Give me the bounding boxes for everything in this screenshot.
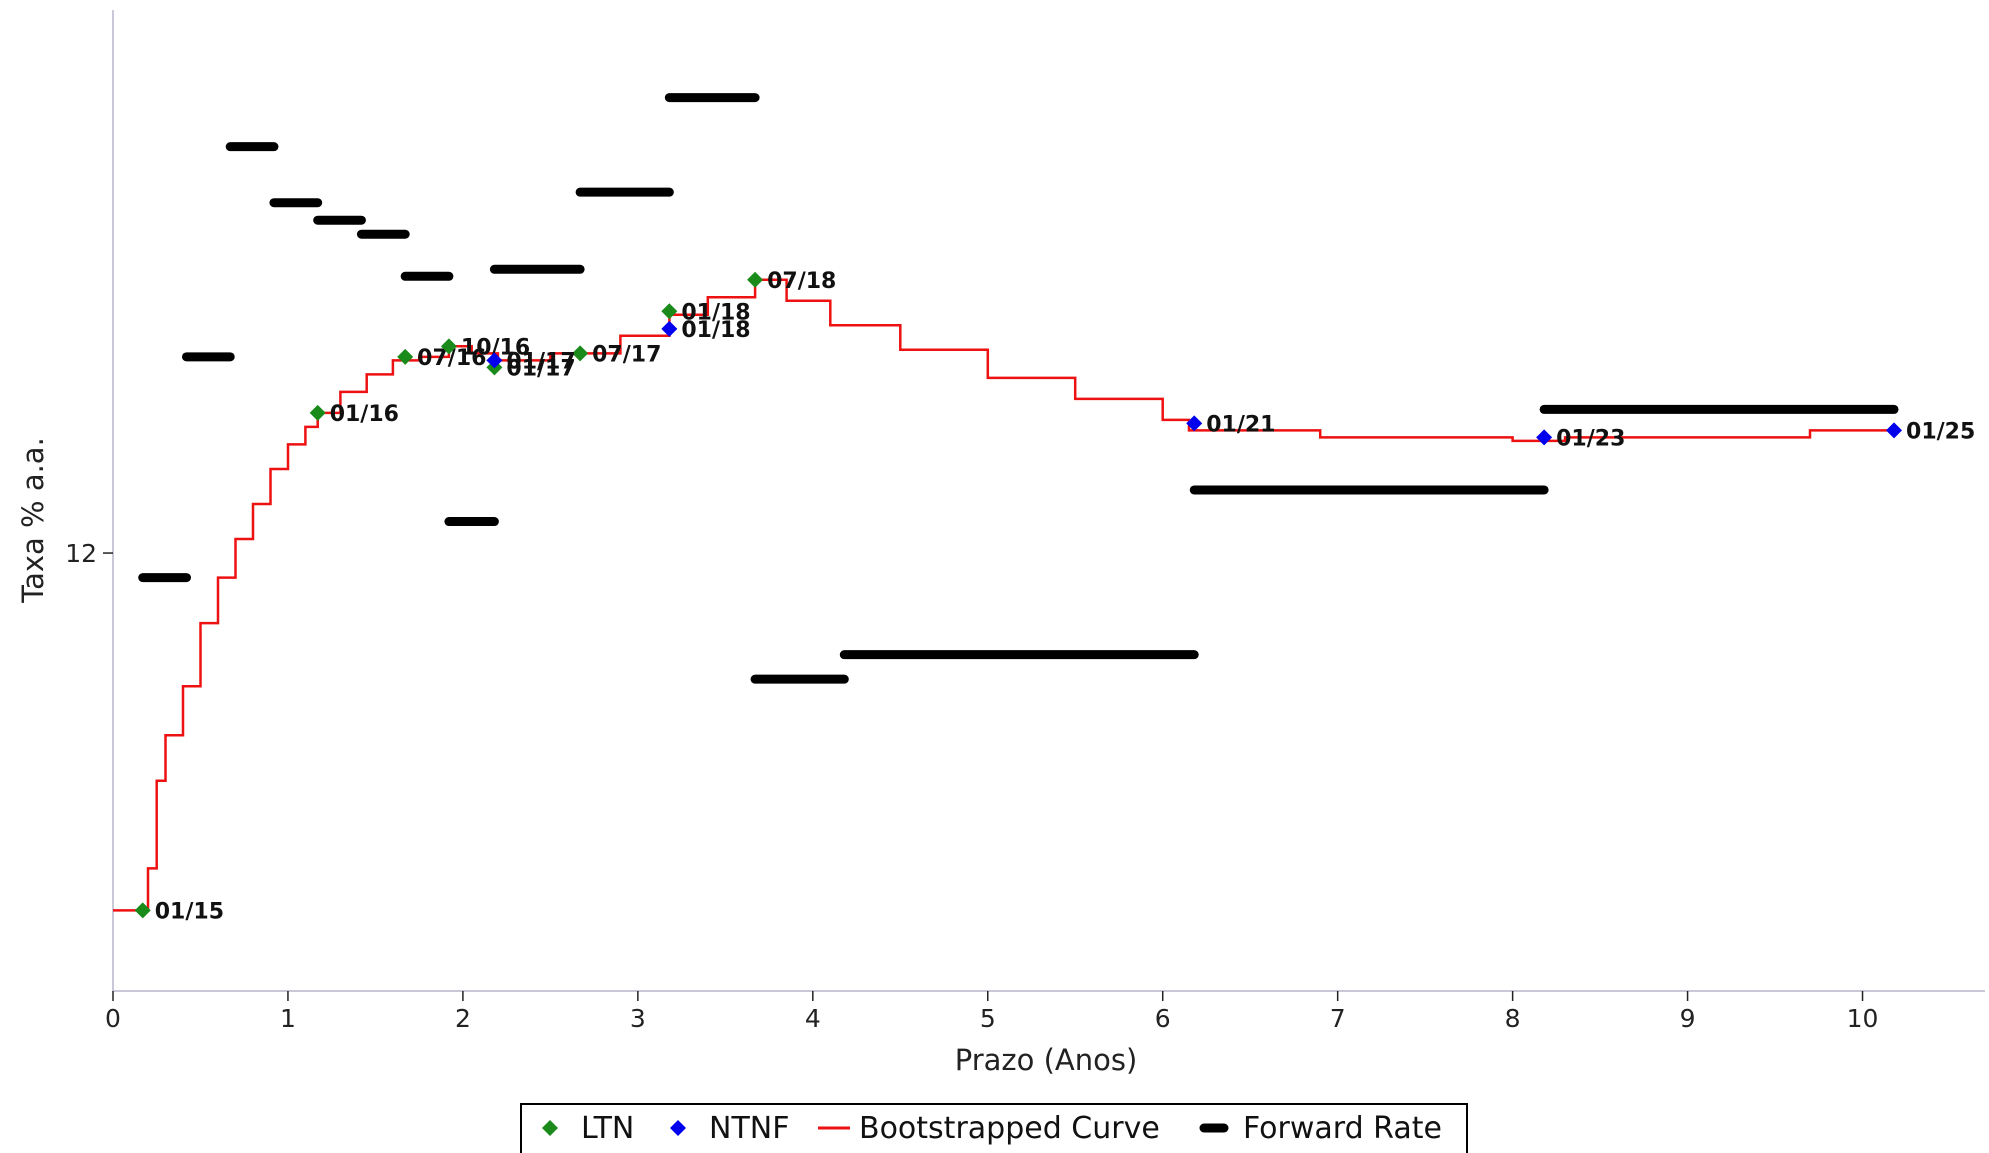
- bootstrapped-curve-line: [113, 278, 1894, 912]
- bond-points: 01/1501/1607/1610/1601/1707/1701/1807/18…: [134, 269, 1975, 924]
- ntnf-point-label: 01/21: [1206, 412, 1275, 437]
- x-tick-label: 6: [1155, 1004, 1171, 1033]
- x-tick-label: 4: [805, 1004, 821, 1033]
- x-tick-label: 1: [280, 1004, 296, 1033]
- y-axis-title: Taxa % a.a.: [16, 437, 50, 604]
- y-tick-label: 12: [65, 539, 97, 568]
- ntnf-point: [486, 352, 503, 369]
- ltn-point-label: 01/16: [330, 402, 399, 427]
- x-tick-label: 3: [630, 1004, 646, 1033]
- ltn-point: [309, 404, 326, 421]
- legend-ntnf-label: NTNF: [709, 1111, 789, 1146]
- ntnf-point-label: 01/25: [1906, 419, 1975, 444]
- bootstrapped-curve-series: [113, 278, 1894, 912]
- legend-ltn-marker: [542, 1120, 558, 1136]
- ltn-point: [661, 303, 678, 320]
- x-tick-label: 10: [1847, 1004, 1879, 1033]
- ntnf-point-label: 01/23: [1556, 426, 1625, 451]
- ltn-point-label: 01/15: [155, 899, 224, 924]
- x-axis-title: Prazo (Anos): [955, 1043, 1138, 1077]
- x-tick-label: 7: [1330, 1004, 1346, 1033]
- ntnf-point: [1886, 422, 1903, 439]
- x-tick-label: 2: [455, 1004, 471, 1033]
- ltn-point-label: 01/17: [506, 356, 575, 381]
- ltn-point: [134, 902, 151, 919]
- legend-forward-label: Forward Rate: [1243, 1111, 1442, 1146]
- ltn-point: [397, 348, 414, 365]
- ltn-point: [572, 345, 589, 362]
- legend: LTN NTNF Bootstrapped Curve Forward Rate: [520, 1103, 1468, 1153]
- x-tick-label: 0: [105, 1004, 121, 1033]
- x-tick-label: 5: [980, 1004, 996, 1033]
- ltn-point-label: 07/18: [767, 269, 836, 294]
- legend-ltn-label: LTN: [581, 1111, 634, 1146]
- ntnf-point: [1186, 415, 1203, 432]
- ntnf-point: [661, 320, 678, 337]
- ltn-point-label: 07/17: [592, 342, 661, 367]
- x-tick-label: 8: [1505, 1004, 1521, 1033]
- ltn-point-label: 01/18: [681, 300, 750, 325]
- ntnf-point: [1536, 429, 1553, 446]
- ltn-point: [440, 338, 457, 355]
- legend-bootstrapped-label: Bootstrapped Curve: [859, 1111, 1160, 1146]
- ntnf-point-label: 01/18: [681, 318, 750, 343]
- legend-ntnf-marker: [670, 1120, 686, 1136]
- ntnf-point-label: 01/17: [506, 349, 575, 374]
- x-tick-label: 9: [1680, 1004, 1696, 1033]
- ltn-point: [747, 271, 764, 288]
- forward-rate-series: [138, 93, 1899, 684]
